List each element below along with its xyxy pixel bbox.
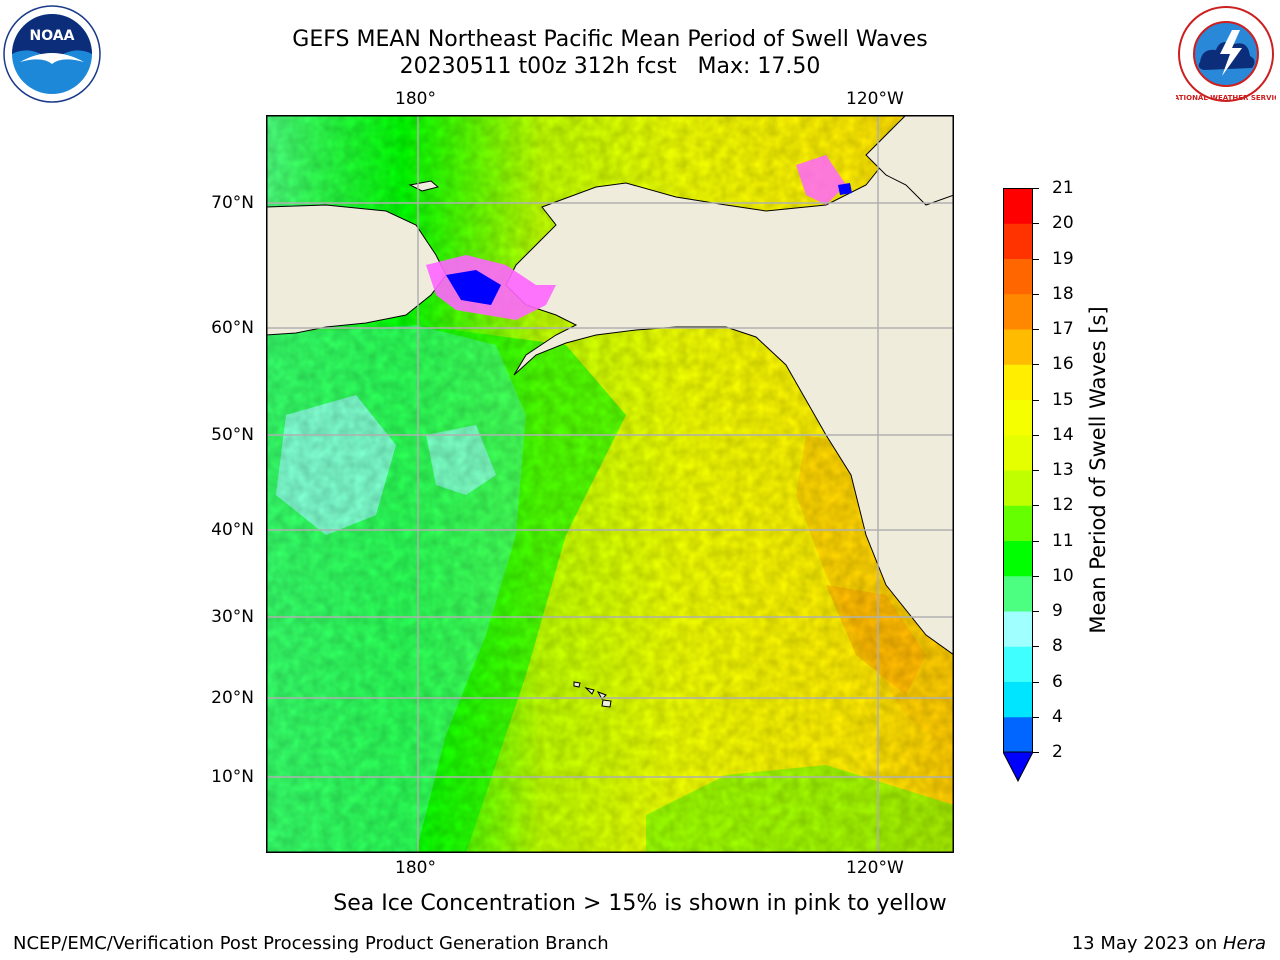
colorbar-segment — [1003, 681, 1033, 718]
colorbar-under-extension — [1002, 751, 1034, 783]
colorbar-tick-label: 13 — [1052, 460, 1074, 480]
colorbar-segment — [1003, 188, 1033, 224]
colorbar-tick-label: 10 — [1052, 565, 1074, 586]
colorbar-tick-label: 14 — [1052, 424, 1074, 445]
colorbar-tick-label: 6 — [1052, 671, 1063, 692]
colorbar-title: Mean Period of Swell Waves [s] — [1086, 306, 1110, 634]
noaa-logo-text: NOAA — [30, 28, 75, 44]
land-asia — [266, 204, 447, 336]
colorbar-tick-label: 11 — [1052, 530, 1074, 551]
colorbar-segment — [1003, 399, 1033, 436]
colorbar-tick-mark — [1033, 399, 1039, 401]
colorbar-tick-mark — [1033, 752, 1039, 753]
footer-date-text: 13 May 2023 on — [1071, 933, 1223, 954]
colorbar-tick-mark — [1033, 575, 1039, 577]
colorbar — [1002, 188, 1034, 783]
colorbar-tick-mark — [1033, 611, 1039, 612]
colorbar-tick-mark — [1033, 505, 1039, 507]
colorbar-segment — [1003, 293, 1033, 330]
colorbar-tick-mark — [1033, 470, 1039, 471]
colorbar-tick-label: 8 — [1052, 636, 1063, 657]
nws-logo: NATIONAL WEATHER SERVICE — [1168, 4, 1280, 104]
noaa-logo: NOAA — [2, 4, 102, 104]
lat-label-20n: 20°N — [211, 688, 254, 708]
colorbar-tick-mark — [1033, 188, 1039, 189]
colorbar-segment — [1003, 540, 1033, 577]
lon-label-top-120w: 120°W — [846, 89, 904, 109]
footer-host: Hera — [1222, 933, 1266, 954]
lat-label-50n: 50°N — [211, 425, 254, 445]
lon-label-bottom-180: 180° — [395, 858, 436, 878]
lat-label-10n: 10°N — [211, 767, 254, 787]
colorbar-segment — [1003, 364, 1033, 400]
lat-label-30n: 30°N — [211, 607, 254, 627]
sea-ice-note: Sea Ice Concentration > 15% is shown in … — [333, 891, 947, 916]
colorbar-tick-label: 19 — [1052, 248, 1074, 269]
sea-ice-arctic-core — [838, 183, 852, 195]
colorbar-tick-label: 12 — [1052, 495, 1074, 516]
colorbar-tick-label: 9 — [1052, 601, 1063, 621]
colorbar-segment — [1003, 575, 1033, 612]
colorbar-tick-mark — [1033, 646, 1039, 648]
map-svg — [266, 115, 954, 853]
colorbar-segment — [1003, 258, 1033, 295]
colorbar-tick-label: 17 — [1052, 319, 1074, 339]
colorbar-segment — [1003, 470, 1033, 506]
colorbar-tick-label: 2 — [1052, 742, 1063, 762]
colorbar-tick-mark — [1033, 364, 1039, 366]
colorbar-segment — [1003, 611, 1033, 647]
footer-credit: NCEP/EMC/Verification Post Processing Pr… — [13, 933, 609, 954]
land-arctic-islands — [865, 115, 954, 206]
colorbar-segment — [1003, 329, 1033, 365]
title-line-1: GEFS MEAN Northeast Pacific Mean Period … — [292, 27, 928, 52]
title-line-2: 20230511 t00z 312h fcst Max: 17.50 — [399, 54, 821, 79]
lat-label-40n: 40°N — [211, 520, 254, 540]
lon-label-bottom-120w: 120°W — [846, 858, 904, 878]
colorbar-tick-mark — [1033, 716, 1039, 718]
lat-label-60n: 60°N — [211, 318, 254, 338]
colorbar-tick-mark — [1033, 258, 1039, 260]
colorbar-tick-label: 21 — [1052, 178, 1074, 198]
colorbar-segment — [1003, 505, 1033, 541]
nws-logo-text: NATIONAL WEATHER SERVICE — [1176, 94, 1276, 102]
sea-ice-arctic — [796, 155, 846, 205]
colorbar-segment — [1003, 434, 1033, 471]
colorbar-tick-mark — [1033, 329, 1039, 330]
hawaiian-islands — [573, 681, 612, 708]
lat-label-70n: 70°N — [211, 193, 254, 213]
colorbar-tick-label: 15 — [1052, 389, 1074, 410]
graticule — [266, 115, 954, 853]
colorbar-tick-mark — [1033, 293, 1039, 295]
colorbar-tick-label: 4 — [1052, 706, 1063, 727]
footer-date: 13 May 2023 on Hera — [1072, 933, 1266, 954]
sea-ice-core — [446, 270, 501, 305]
colorbar-tick-label: 20 — [1052, 213, 1074, 234]
colorbar-tick-mark — [1033, 223, 1039, 225]
colorbar-segment — [1003, 646, 1033, 682]
colorbar-tick-mark — [1033, 540, 1039, 542]
colorbar-tick-mark — [1033, 434, 1039, 436]
colorbar-outline — [1003, 188, 1033, 753]
land-north-america — [505, 115, 954, 656]
colorbar-tick-label: 16 — [1052, 354, 1074, 375]
colorbar-segment — [1003, 223, 1033, 259]
colorbar-tick-label: 18 — [1052, 283, 1074, 304]
lon-label-top-180: 180° — [395, 89, 436, 109]
colorbar-svg — [1002, 188, 1034, 783]
colorbar-tick-mark — [1033, 681, 1039, 683]
swell-period-map — [266, 115, 954, 853]
colorbar-segment — [1003, 716, 1033, 753]
